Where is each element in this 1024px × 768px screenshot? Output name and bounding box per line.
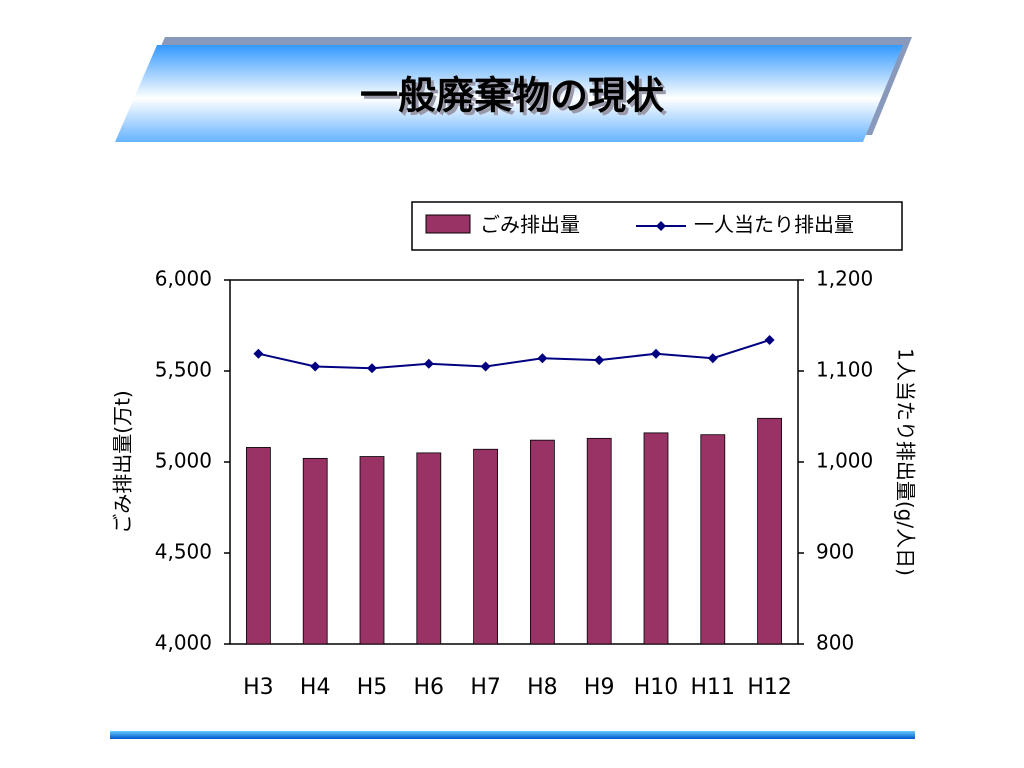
- y2-tick-label: 1,000: [816, 449, 873, 473]
- bar: [473, 448, 499, 645]
- x-tick-label: H9: [584, 675, 615, 700]
- x-tick-label: H6: [414, 675, 445, 700]
- y-tick-label: 4,000: [155, 631, 212, 655]
- x-tick-label: H10: [634, 675, 679, 700]
- chart-title: 一般廃棄物の現状: [360, 74, 665, 118]
- x-tick-label: H4: [300, 675, 331, 700]
- bar: [700, 434, 726, 645]
- y2-axis-label: 1人当たり排出量(g/人日): [894, 348, 918, 576]
- marker: [537, 353, 548, 364]
- y-tick-label: 5,000: [155, 449, 212, 473]
- x-tick-label: H12: [747, 675, 792, 700]
- title-shadow: 一般廃棄物の現状: [363, 77, 668, 121]
- marker: [707, 353, 718, 364]
- bar: [416, 452, 442, 645]
- y-tick-label: 6,000: [155, 267, 212, 291]
- x-tick-label: H8: [527, 675, 558, 700]
- x-tick-label: H7: [470, 675, 501, 700]
- y-tick-label: 5,500: [155, 358, 212, 382]
- marker: [480, 361, 491, 372]
- legend-swatch: [425, 214, 471, 234]
- y2-tick-label: 1,200: [816, 267, 873, 291]
- marker: [764, 335, 775, 346]
- legend-label: 一人当たり排出量: [694, 213, 854, 237]
- marker: [253, 348, 264, 359]
- y-axis-label: ごみ排出量(万t): [111, 390, 135, 533]
- marker: [651, 348, 661, 359]
- bar: [757, 417, 782, 645]
- bar: [530, 439, 555, 645]
- x-tick-label: H11: [691, 675, 736, 700]
- x-tick-label: H3: [243, 675, 274, 700]
- bar: [245, 447, 271, 645]
- marker: [367, 363, 377, 374]
- line: [258, 339, 770, 370]
- bar: [643, 432, 669, 645]
- marker: [423, 358, 434, 369]
- bar: [586, 437, 612, 645]
- y2-tick-label: 800: [816, 631, 854, 655]
- legend-label: ごみ排出量: [480, 213, 580, 237]
- marker: [310, 361, 321, 372]
- footer-bar: [110, 731, 915, 739]
- x-tick-label: H5: [357, 675, 388, 700]
- bar: [359, 456, 385, 645]
- bar: [302, 457, 328, 645]
- y-tick-label: 4,500: [155, 540, 212, 564]
- legend-marker: [656, 221, 666, 231]
- y2-tick-label: 900: [816, 540, 854, 564]
- y2-tick-label: 1,100: [816, 358, 873, 382]
- marker: [594, 355, 605, 366]
- banner: [115, 45, 903, 142]
